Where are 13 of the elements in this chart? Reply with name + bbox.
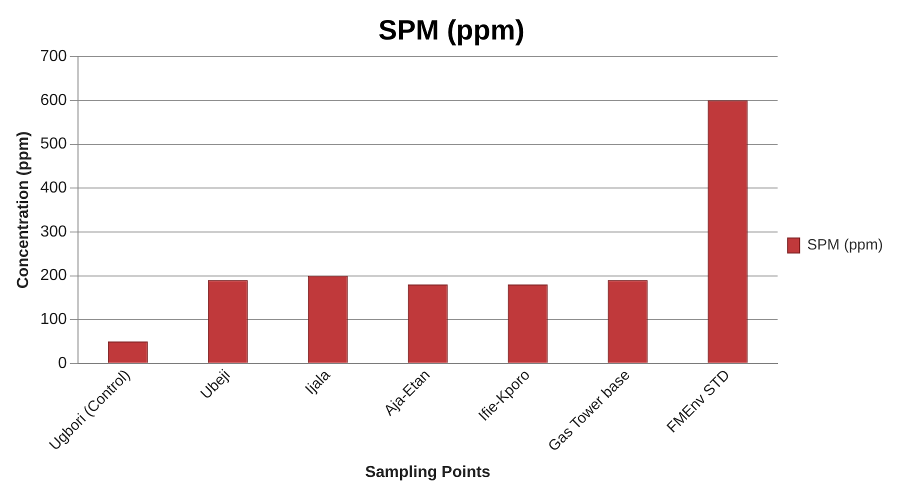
y-tick-label: 500 — [40, 136, 67, 153]
legend-label: SPM (ppm) — [807, 236, 884, 254]
y-tick-label: 0 — [58, 354, 67, 372]
x-tick-label: Ijala — [302, 366, 334, 398]
y-tick-label: 400 — [40, 180, 67, 197]
y-tick-label: 200 — [40, 267, 67, 284]
y-axis-title: Concentration (ppm) — [15, 131, 32, 289]
y-tick-label: 100 — [40, 311, 67, 328]
y-tick-label: 300 — [40, 223, 67, 240]
y-tick-label: 700 — [40, 48, 67, 66]
y-tick-label: 600 — [40, 92, 67, 109]
chart-title: SPM (ppm) — [378, 14, 525, 46]
x-axis-title: Sampling Points — [365, 464, 491, 481]
